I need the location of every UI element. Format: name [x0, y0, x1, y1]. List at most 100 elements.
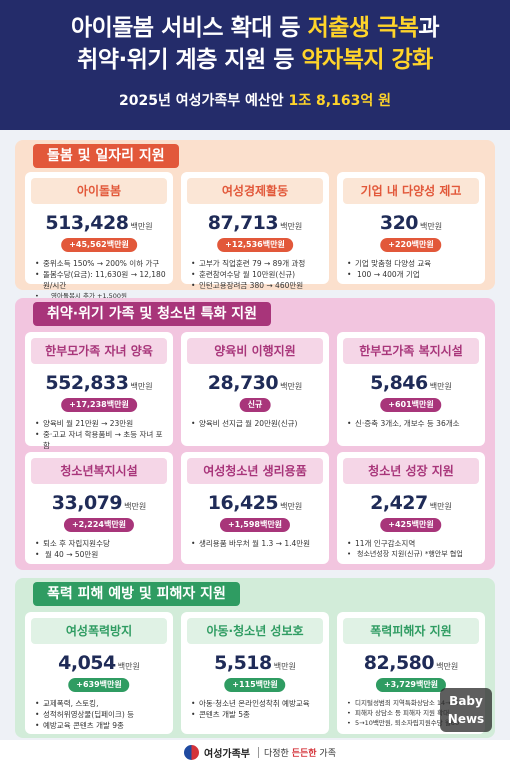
- card-amount: 33,079 백만원: [25, 492, 173, 514]
- amount-unit: 백만원: [117, 662, 140, 671]
- new-badge: 신규: [239, 398, 271, 412]
- headline-line1-highlight: 저출생 극복: [307, 15, 419, 41]
- amount-value: 33,079: [51, 492, 123, 514]
- section-title: 취약·위기 가족 및 청소년 특화 지원: [33, 302, 272, 326]
- bullet-item: 5→10백만원, 퇴소자립지원수당 월60: [347, 718, 479, 728]
- headline-line2: 취약·위기 계층 지원 등 약자복지 강화: [0, 46, 510, 74]
- card-sanitary-products: 여성청소년 생리용품 16,425백만원 +1,598백만원 생리용품 바우처 …: [181, 452, 329, 564]
- slogan-text: 다정한: [264, 749, 292, 759]
- amount-unit: 백만원: [429, 382, 452, 391]
- bullet-item: 성적허위영상물(딥페이크) 등: [35, 709, 167, 720]
- amount-value: 5,846: [370, 372, 428, 394]
- card-title: 여성경제활동: [187, 178, 323, 204]
- card-bullets: 신·증축 3개소, 개보수 등 36개소: [347, 418, 479, 429]
- amount-value: 552,833: [45, 372, 129, 394]
- amount-value: 4,054: [58, 652, 116, 674]
- card-amount: 320 백만원: [337, 212, 485, 234]
- bullet-item: 영아돌봄시 추가 +1,500원: [35, 291, 167, 302]
- watermark-line2: News: [447, 712, 485, 726]
- ministry-slogan: 다정한 든든한 가족: [264, 746, 336, 759]
- babynews-watermark: Baby News: [440, 688, 492, 732]
- card-bullets: 교제폭력, 스토킹, 성적허위영상물(딥페이크) 등 예방교육 콘텐츠 개발 9…: [35, 698, 167, 731]
- bullet-item: 신·증축 3개소, 개보수 등 36개소: [347, 418, 479, 429]
- slogan-suffix: 가족: [316, 749, 336, 759]
- card-bullets: 양육비 월 21만원 → 23만원 중·고교 자녀 학용품비 → 초등 자녀 포…: [35, 418, 167, 451]
- card-amount: 552,833 백만원: [25, 372, 173, 394]
- card-bullets: 양육비 선지급 월 20만원(신규): [191, 418, 323, 429]
- bullet-item: 생리용품 바우처 월 1.3 → 1.4만원: [191, 538, 323, 549]
- bullet-item: 고부가 직업훈련 79 → 89개 과정: [191, 258, 323, 269]
- card-amount: 82,580 백만원: [337, 652, 485, 674]
- card-bullets: 디지털성범죄 지역특화상담소 14→15 피해자 상담소 등 피해자 지원 확대…: [347, 698, 479, 728]
- change-badge: +639백만원: [68, 678, 130, 692]
- headline-line2-highlight: 약자복지 강화: [301, 47, 433, 73]
- card-amount: 87,713 백만원: [181, 212, 329, 234]
- amount-unit: 백만원: [130, 382, 153, 391]
- card-title: 청소년복지시설: [31, 458, 167, 484]
- amount-unit: 백만원: [280, 382, 303, 391]
- card-amount: 16,425 백만원: [181, 492, 329, 514]
- card-title: 여성청소년 생리용품: [187, 458, 323, 484]
- section-vulnerable-families: 취약·위기 가족 및 청소년 특화 지원 한부모가족 자녀 양육 552,833…: [15, 298, 495, 570]
- card-amount: 4,054 백만원: [25, 652, 173, 674]
- footer-divider: [258, 747, 259, 758]
- card-title: 한부모가족 복지시설: [343, 338, 479, 364]
- section-title: 폭력 피해 예방 및 피해자 지원: [33, 582, 240, 606]
- bullet-item: 인턴고용장려금 380 → 460만원: [191, 280, 323, 291]
- bullet-item: 아동·청소년 온라인성착취 예방교육: [191, 698, 323, 709]
- card-amount: 5,518 백만원: [181, 652, 329, 674]
- slogan-highlight: 든든한: [291, 749, 317, 759]
- card-amount: 2,427 백만원: [337, 492, 485, 514]
- card-title: 한부모가족 자녀 양육: [31, 338, 167, 364]
- bullet-item: 교제폭력, 스토킹,: [35, 698, 167, 709]
- amount-value: 28,730: [207, 372, 279, 394]
- amount-unit: 백만원: [124, 502, 147, 511]
- headline-line1-text: 아이돌봄 서비스 확대 등: [70, 15, 308, 41]
- headline-line1: 아이돌봄 서비스 확대 등 저출생 극복과: [0, 14, 510, 42]
- card-title: 청소년 성장 지원: [343, 458, 479, 484]
- change-badge: +45,562백만원: [61, 238, 137, 252]
- bullet-item: 100 → 400개 기업: [347, 269, 479, 280]
- card-amount: 5,846 백만원: [337, 372, 485, 394]
- card-title: 아이돌봄: [31, 178, 167, 204]
- total-budget: 2025년 여성가족부 예산안 1조 8,163억 원: [0, 90, 510, 110]
- card-amount: 28,730 백만원: [181, 372, 329, 394]
- bullet-item: 피해자 상담소 등 피해자 지원 확대: [347, 708, 479, 718]
- amount-unit: 백만원: [273, 662, 296, 671]
- bullet-item: 11개 인구감소지역: [347, 538, 479, 549]
- headline-line1-suffix: 과: [418, 15, 440, 41]
- card-title: 폭력피해자 지원: [343, 618, 479, 644]
- bullet-item: 양육비 선지급 월 20만원(신규): [191, 418, 323, 429]
- card-bullets: 생리용품 바우처 월 1.3 → 1.4만원: [191, 538, 323, 549]
- watermark-line1: Baby: [449, 694, 483, 708]
- budget-amount: 1조 8,163억 원: [288, 93, 391, 109]
- bullet-item: 월 40 → 50만원: [35, 549, 167, 560]
- change-badge: +601백만원: [380, 398, 442, 412]
- bullet-item: 양육비 월 21만원 → 23만원: [35, 418, 167, 429]
- amount-unit: 백만원: [429, 502, 452, 511]
- card-bullets: 기업 맞춤형 다양성 교육 100 → 400개 기업: [347, 258, 479, 280]
- amount-value: 513,428: [45, 212, 129, 234]
- change-badge: +115백만원: [224, 678, 286, 692]
- amount-value: 16,425: [207, 492, 279, 514]
- card-title: 기업 내 다양성 제고: [343, 178, 479, 204]
- headline-line2-text: 취약·위기 계층 지원 등: [77, 47, 302, 73]
- card-title: 양육비 이행지원: [187, 338, 323, 364]
- amount-value: 82,580: [363, 652, 435, 674]
- card-title: 아동·청소년 성보호: [187, 618, 323, 644]
- change-badge: +1,598백만원: [219, 518, 291, 532]
- change-badge: +3,729백만원: [375, 678, 447, 692]
- change-badge: +12,536백만원: [217, 238, 293, 252]
- amount-unit: 백만원: [130, 222, 153, 231]
- amount-value: 2,427: [370, 492, 428, 514]
- card-title: 여성폭력방지: [31, 618, 167, 644]
- bullet-item: 디지털성범죄 지역특화상담소 14→15: [347, 698, 479, 708]
